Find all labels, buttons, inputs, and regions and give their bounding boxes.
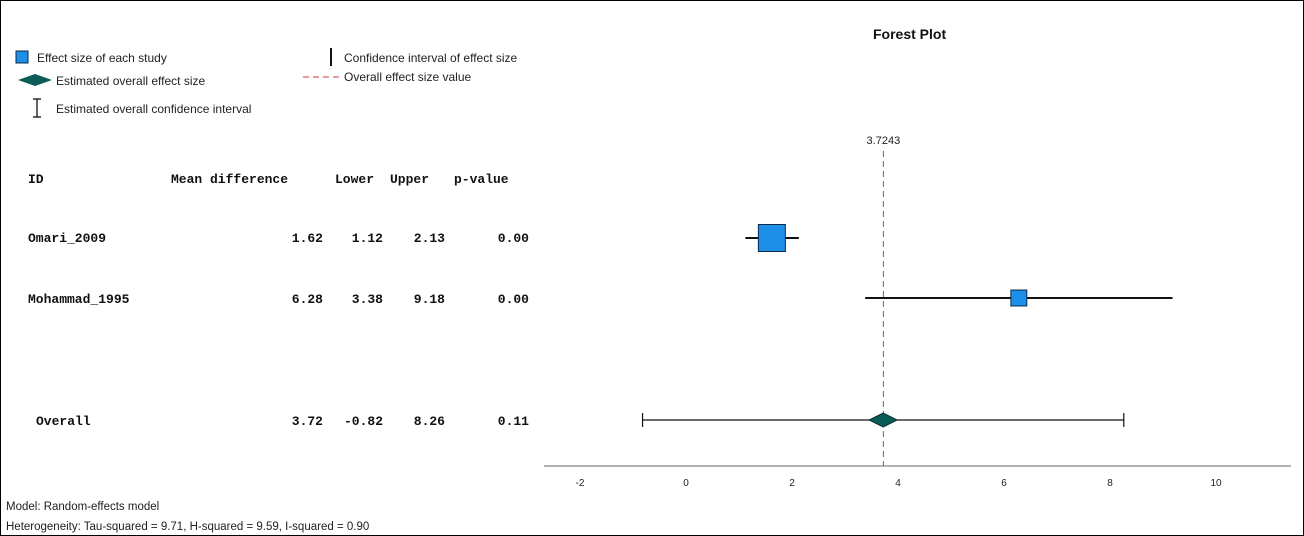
row-mean: 6.28 <box>291 292 323 307</box>
heterogeneity-note: Heterogeneity: Tau-squared = 9.71, H-squ… <box>6 521 370 533</box>
legend-overall-effect-label: Estimated overall effect size <box>56 74 206 88</box>
row-mean: 1.62 <box>291 231 323 246</box>
study-effect-marker <box>757 224 786 252</box>
model-note: Model: Random-effects model <box>6 501 160 513</box>
row-p-value: 0.00 <box>497 292 529 307</box>
overall-p-value: 0.11 <box>497 414 529 429</box>
header-id: ID <box>28 172 44 187</box>
reference-value-label: 3.7243 <box>867 135 901 147</box>
x-tick-label: 10 <box>1210 478 1222 489</box>
overall-lower: -0.82 <box>343 414 383 429</box>
row-lower: 1.12 <box>351 231 383 246</box>
overall-upper: 8.26 <box>413 414 445 429</box>
x-tick-label: 4 <box>895 478 901 489</box>
row-upper: 2.13 <box>413 231 445 246</box>
x-tick-label: 8 <box>1107 478 1113 489</box>
legend-overall-ci-label: Estimated overall confidence interval <box>56 102 252 116</box>
row-id: Mohammad_1995 <box>28 292 130 307</box>
overall-id: Overall <box>36 414 91 429</box>
row-p-value: 0.00 <box>497 231 529 246</box>
header-p-value: p-value <box>454 172 509 187</box>
legend-ci-label: Confidence interval of effect size <box>344 51 518 65</box>
x-tick-label: 2 <box>789 478 795 489</box>
legend-square-icon <box>15 50 29 64</box>
row-upper: 9.18 <box>413 292 445 307</box>
x-tick-label: 0 <box>683 478 689 489</box>
header-upper: Upper <box>390 172 430 187</box>
legend-diamond-icon <box>18 74 52 86</box>
overall-mean: 3.72 <box>291 414 323 429</box>
row-id: Omari_2009 <box>28 231 107 246</box>
x-tick-label: 6 <box>1001 478 1007 489</box>
study-effect-marker <box>1010 289 1028 307</box>
header-mean-difference: Mean difference <box>171 172 289 187</box>
header-lower: Lower <box>335 172 375 187</box>
chart-title: Forest Plot <box>873 26 947 42</box>
legend-effect-size-label: Effect size of each study <box>37 51 167 65</box>
x-tick-label: -2 <box>576 478 585 489</box>
overall-effect-diamond <box>868 412 899 428</box>
legend-overall-line-label: Overall effect size value <box>344 70 472 84</box>
row-lower: 3.38 <box>351 292 383 307</box>
